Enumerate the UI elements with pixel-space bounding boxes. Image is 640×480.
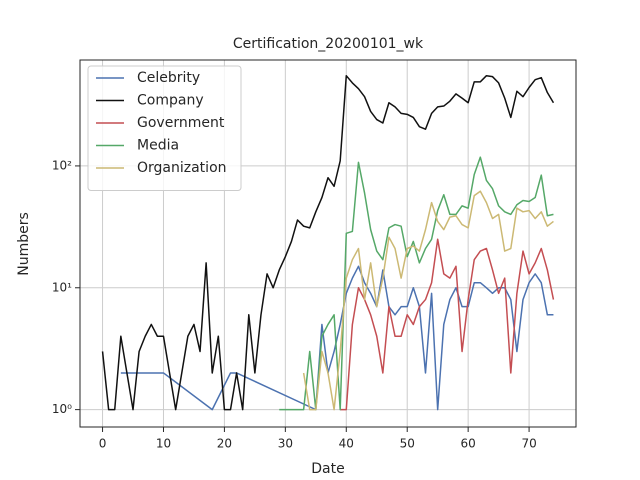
x-tick-label: 70	[521, 437, 536, 451]
y-tick-label: 10¹	[52, 280, 72, 294]
x-tick-label: 50	[400, 437, 415, 451]
series-line	[302, 190, 554, 411]
chart-title: Certification_20200101_wk	[233, 36, 424, 52]
x-axis-label: Date	[311, 461, 344, 477]
x-tick-label: 60	[461, 437, 476, 451]
y-tick-label: 10⁰	[52, 402, 72, 416]
y-axis-label: Numbers	[16, 212, 32, 276]
x-tick-label: 40	[339, 437, 354, 451]
series-line	[340, 238, 555, 411]
legend-label: Company	[137, 93, 204, 109]
legend-label: Government	[137, 115, 225, 131]
legend-label: Organization	[137, 160, 227, 176]
x-tick-label: 0	[99, 437, 107, 451]
legend: Celebrity Company Government Media Organizat…	[87, 65, 242, 191]
x-tick-label: 30	[278, 437, 293, 451]
legend-label: Celebrity	[137, 70, 200, 86]
series-line	[101, 74, 555, 411]
y-tick-label: 10²	[52, 158, 72, 172]
legend-label: Media	[137, 138, 179, 154]
x-tick-label: 10	[156, 437, 171, 451]
x-tick-label: 20	[217, 437, 232, 451]
plot-frame	[79, 59, 577, 428]
legend-box	[87, 65, 242, 191]
series-line	[279, 156, 554, 411]
